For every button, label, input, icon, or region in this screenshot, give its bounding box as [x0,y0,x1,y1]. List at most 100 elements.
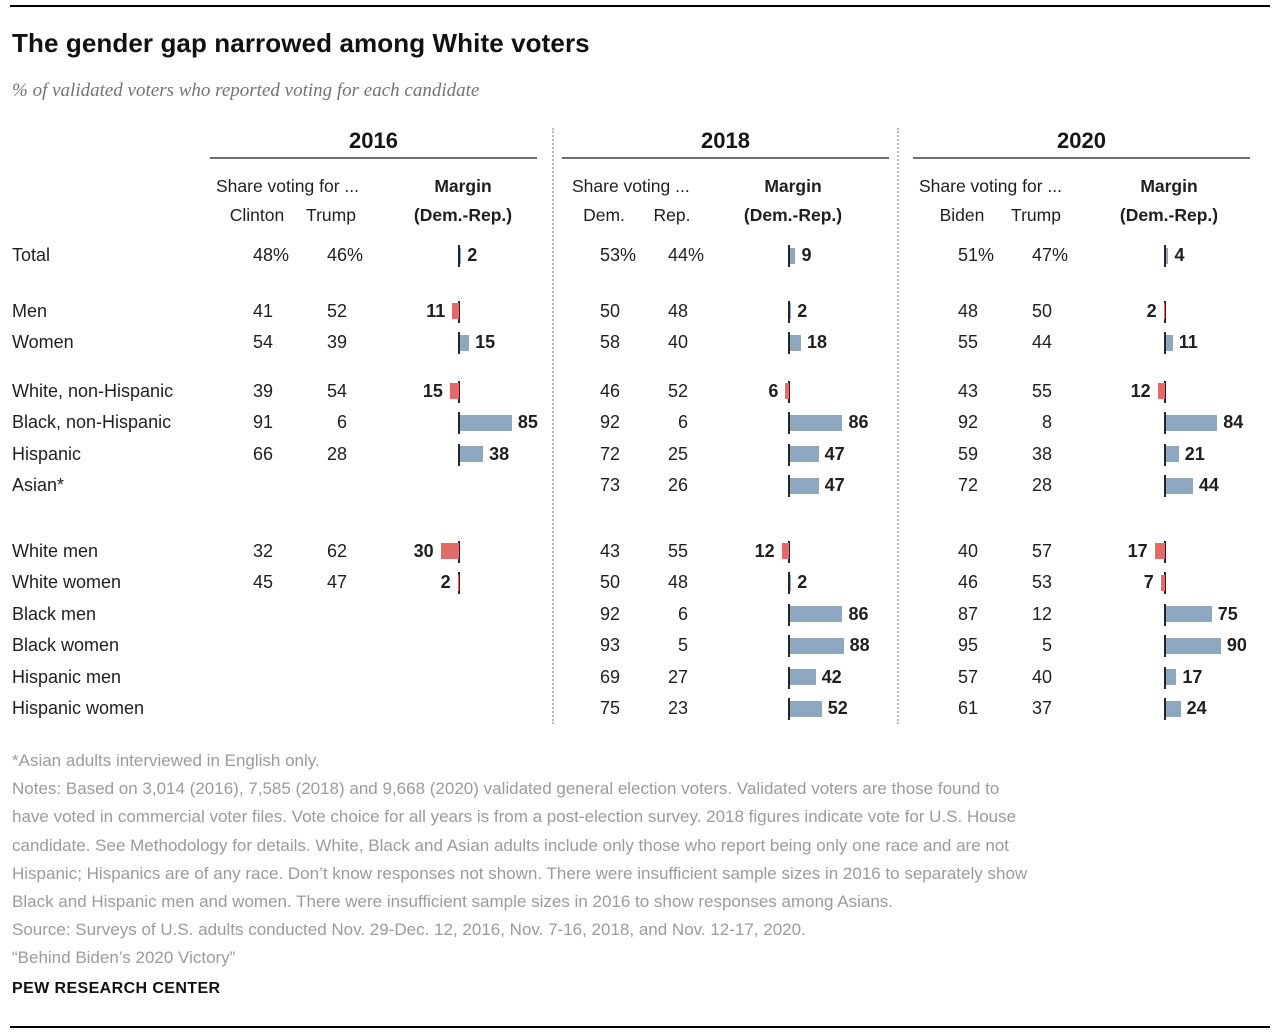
table-section: Men 41 52 11 50 48 2 48 50 2 Women 54 39 15 58 40 18 55 44… [0,296,1280,359]
row-label: Black men [12,603,97,624]
percent-sign: % [1052,245,1069,265]
share-value: 43 [599,540,620,561]
share-value: 92 [599,412,620,432]
share-value: 6 [336,412,347,432]
row-label: Asian* [12,475,65,495]
margin-axis-tick [788,666,790,689]
chart-subtitle: % of validated voters who reported votin… [12,80,480,101]
share-voting-header-2016: Share voting for ... [216,176,359,196]
margin-bar [460,334,470,351]
margin-value: 2 [440,572,451,592]
share-value: 50 [599,572,620,592]
share-value: 43 [957,380,978,401]
share-value: 40 [1031,666,1052,687]
margin-header-2016: Margin [434,176,492,196]
table-row: Hispanic men 69 27 42 57 40 17 [0,662,1280,694]
share-value: 52 [667,380,688,401]
margin-value: 4 [1174,245,1185,265]
margin-subheader-2020: (Dem.-Rep.) [1119,205,1219,225]
col2-header-2020: Trump [1011,205,1061,225]
margin-value: 7 [1143,572,1154,592]
margin-axis-tick [1164,698,1166,720]
year-header-2016: 2016 [349,128,398,153]
table-row: Women 54 39 15 58 40 18 55 44 11 [0,327,1280,359]
share-value: 93 [599,635,620,655]
share-value: 69 [599,666,620,687]
margin-axis-tick [788,443,790,466]
margin-bar [452,303,459,320]
table-body: Total 48% 46% 2 53% 44% 9 51% 47% 4 Men 41 52 11 50 48 2… [0,240,1280,725]
margin-axis-tick [1164,603,1166,626]
share-value: 12 [1031,603,1052,624]
margin-bar [790,669,816,686]
share-value: 59 [957,443,978,464]
notes-line: have voted in commercial voter files. Vo… [12,807,1017,827]
row-label: Total [12,245,51,265]
margin-value: 86 [848,412,869,432]
share-value: 50 [1031,300,1052,321]
margin-value: 6 [768,380,779,401]
margin-header-2020: Margin [1140,176,1198,196]
col2-header-2018: Rep. [653,205,691,225]
table-row: Hispanic 66 28 38 72 25 47 59 38 21 [0,439,1280,471]
margin-axis-tick [788,475,790,497]
share-value: 53% [550,240,636,272]
share-value: 46 [957,572,978,592]
share-value: 61 [957,698,978,718]
share-value: 52 [326,300,347,321]
margin-bar [1160,574,1165,591]
table-row: Asian* 73 26 47 72 28 44 [0,470,1280,502]
row-label: Hispanic [12,443,82,464]
asterisk-footnote: *Asian adults interviewed in English onl… [12,751,320,770]
row-label: Hispanic women [12,698,145,718]
margin-value: 21 [1184,443,1205,464]
share-value: 48 [957,300,978,321]
margin-axis-tick [788,300,790,323]
margin-bar [1166,606,1212,623]
margin-bar [1166,477,1193,494]
share-value: 48 [667,300,688,321]
share-value: 57 [957,666,978,687]
share-value: 87 [957,603,978,624]
year-underline-2020 [913,157,1250,159]
margin-bar [1166,334,1173,351]
notes-line: Black and Hispanic men and women. There … [12,891,894,911]
source-line: Source: Surveys of U.S. adults conducted… [12,920,806,940]
row-label: White men [12,540,99,561]
margin-axis-tick [1164,475,1166,497]
margin-value: 11 [1178,332,1198,352]
margin-value: 18 [806,332,827,352]
margin-axis-tick [458,245,460,267]
margin-bar [1163,303,1165,320]
table-row: Black women 93 5 88 95 5 90 [0,630,1280,662]
share-voting-header-2018: Share voting ... [572,176,690,196]
share-value: 54 [252,332,273,352]
col2-header-2016: Trump [306,205,356,225]
margin-bar [449,383,459,400]
bottom-rule [10,1026,1270,1028]
margin-value: 86 [848,603,869,624]
share-value: 44 [1031,332,1052,352]
margin-bar [1166,446,1179,463]
share-value: 28 [1031,475,1052,495]
share-value: 73 [599,475,620,495]
margin-value: 2 [797,572,808,592]
share-value: 72 [957,475,978,495]
share-value: 47% [982,240,1068,272]
margin-bar [785,383,789,400]
table-row: Black, non-Hispanic 91 6 85 92 6 86 92 8 84 [0,407,1280,439]
margin-value: 47 [824,475,845,495]
row-label: White women [12,572,122,592]
margin-value: 24 [1186,698,1207,718]
percent-sign: % [620,245,637,265]
margin-axis-tick [1164,666,1166,689]
share-value: 25 [667,443,688,464]
share-value: 45 [252,572,273,592]
percent-sign: % [688,245,705,265]
share-value: 58 [599,332,620,352]
margin-value: 15 [475,332,496,352]
share-value: 62 [326,540,347,561]
row-label: Black women [12,635,120,655]
share-value: 5 [677,635,688,655]
margin-axis-tick [788,245,790,267]
